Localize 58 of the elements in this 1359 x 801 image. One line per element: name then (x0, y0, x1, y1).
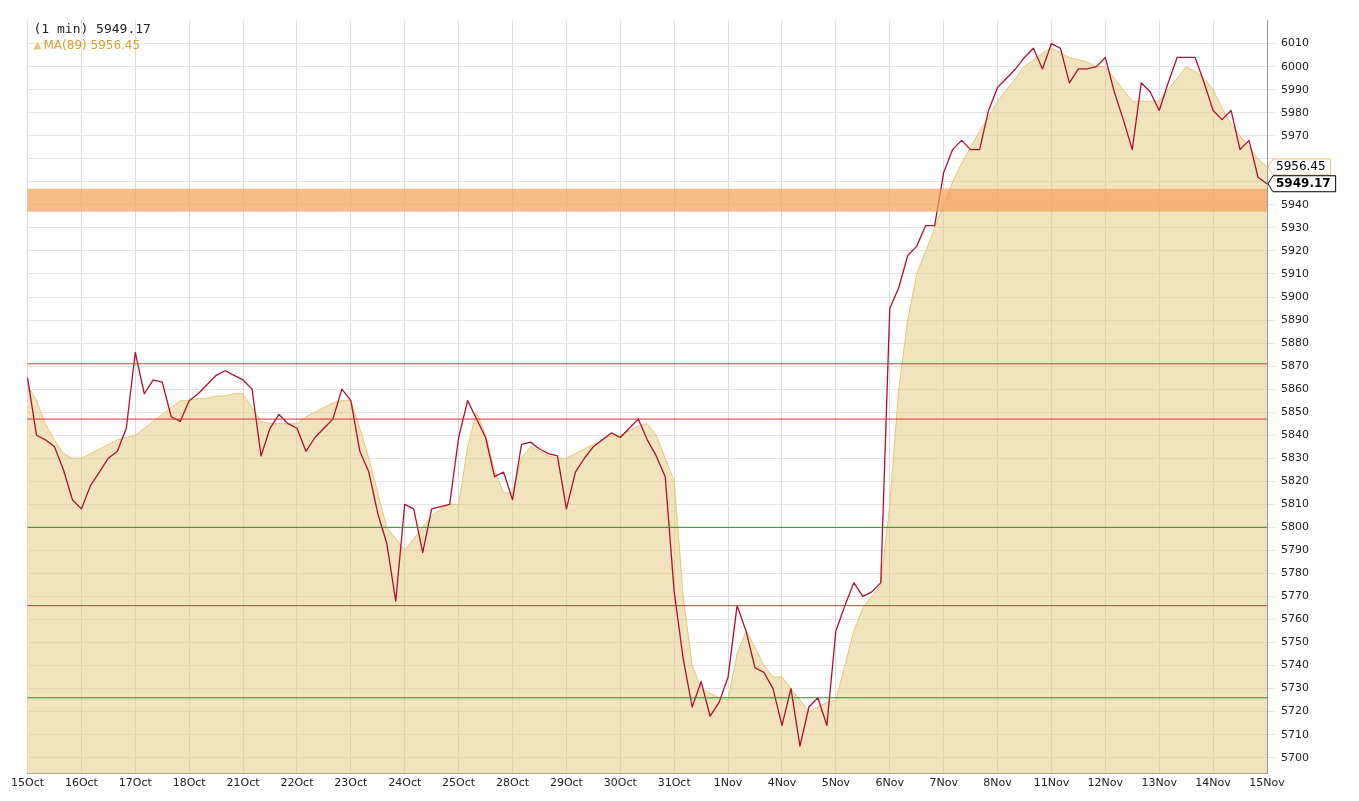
x-tick-label: 18Oct (172, 776, 207, 790)
y-tick-label: 5920 (1281, 243, 1309, 257)
y-tick-label: 5910 (1281, 266, 1309, 280)
y-tick-label: 5810 (1281, 497, 1309, 511)
chart-title: (1 min) 5949.17 (33, 21, 151, 37)
x-tick-label: 23Oct (334, 776, 369, 790)
y-tick-label: 5780 (1281, 566, 1309, 580)
y-tick-label: 5840 (1281, 428, 1309, 442)
y-tick-label: 5820 (1281, 474, 1309, 488)
x-tick-label: 28Oct (496, 776, 530, 790)
y-tick-label: 6010 (1281, 36, 1309, 50)
x-tick-label: 1Nov (713, 776, 743, 790)
x-tick-label: 22Oct (280, 776, 315, 790)
x-tick-label: 14Nov (1195, 776, 1232, 790)
legend-label: MA(89) 5956.45 (43, 37, 141, 52)
y-tick-label: 5720 (1281, 704, 1309, 718)
y-tick-label: 5830 (1281, 451, 1309, 465)
x-tick-label: 8Nov (983, 776, 1013, 790)
y-tick-label: 5930 (1281, 220, 1309, 234)
y-tick-label: 5740 (1281, 658, 1309, 672)
x-tick-label: 11Nov (1033, 776, 1070, 790)
x-tick-label: 7Nov (929, 776, 959, 790)
y-tick-label: 5730 (1281, 681, 1309, 695)
y-tick-label: 5870 (1281, 358, 1309, 372)
y-tick-label: 5770 (1281, 589, 1309, 603)
y-tick-label: 5800 (1281, 520, 1309, 534)
x-tick-label: 5Nov (821, 776, 851, 790)
y-tick-label: 5750 (1281, 635, 1309, 649)
x-tick-label: 6Nov (875, 776, 905, 790)
x-tick-label: 31Oct (657, 776, 692, 790)
y-tick-label: 5860 (1281, 382, 1309, 395)
y-tick-label: 5900 (1281, 289, 1309, 303)
x-tick-label: 24Oct (388, 776, 422, 790)
y-tick-label: 5850 (1281, 405, 1309, 419)
x-tick-label: 21Oct (226, 776, 261, 790)
x-tick-label: 16Oct (64, 776, 99, 790)
x-tick-label: 29Oct (549, 776, 584, 790)
y-tick-label: 5970 (1281, 128, 1309, 142)
y-tick-label: 6000 (1281, 59, 1309, 73)
y-tick-label: 5760 (1281, 612, 1309, 626)
y-tick-label: 5710 (1281, 727, 1309, 741)
x-tick-label: 30Oct (603, 776, 638, 790)
x-tick-label: 13Nov (1141, 776, 1178, 790)
y-tick-label: 5890 (1281, 312, 1309, 326)
data-label: 5956.45 (1276, 159, 1326, 174)
y-tick-label: 5990 (1281, 82, 1309, 96)
y-tick-label: 5790 (1281, 543, 1309, 557)
x-tick-label: 15Oct (10, 776, 45, 790)
x-tick-label: 25Oct (442, 776, 476, 790)
y-tick-label: 5880 (1281, 335, 1309, 349)
y-tick-label: 5980 (1281, 105, 1309, 119)
y-tick-label: 5940 (1281, 197, 1309, 211)
x-tick-label: 15Nov (1249, 776, 1286, 790)
x-tick-label: 4Nov (767, 776, 797, 790)
x-tick-label: 12Nov (1087, 776, 1124, 790)
x-tick-label: 17Oct (118, 776, 153, 790)
y-tick-label: 5700 (1281, 750, 1309, 764)
data-label: 5949.17 (1276, 175, 1331, 190)
